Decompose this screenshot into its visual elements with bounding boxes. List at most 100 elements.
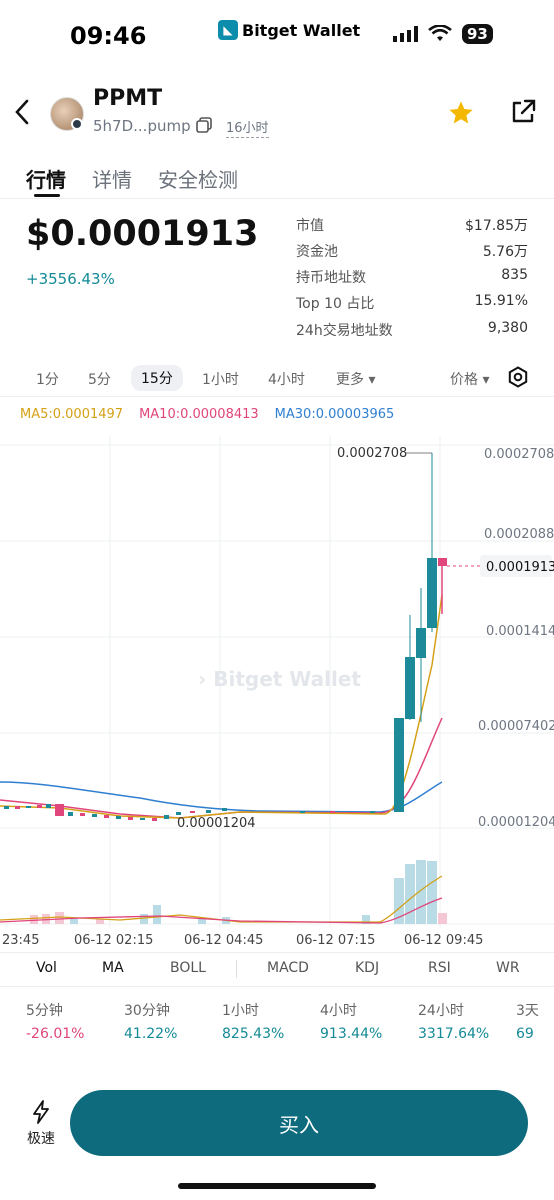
candle [405, 657, 415, 719]
high-label: 0.0002708 [337, 446, 407, 461]
interval-4h[interactable]: 4小时 [268, 372, 305, 388]
price-chart[interactable]: 0.0001913 0.0002708 0.00001204 0.0002708… [0, 436, 554, 952]
star-icon[interactable] [447, 99, 475, 127]
price-change: +3556.43% [26, 270, 115, 288]
interval-5m[interactable]: 5分 [88, 372, 111, 388]
volume-bar [140, 914, 148, 924]
stat-value: $17.85万 [465, 218, 528, 234]
stat-value: 5.76万 [482, 244, 528, 260]
share-icon[interactable] [509, 98, 537, 126]
volume-bar [42, 914, 50, 924]
status-time: 09:46 [70, 22, 147, 50]
volume-bar [416, 860, 426, 924]
interval-15m[interactable]: 15分 [131, 365, 183, 391]
settings-icon[interactable] [507, 366, 529, 388]
perf-value-24h: 3317.64% [418, 1026, 490, 1042]
status-icons: 93 [392, 24, 493, 44]
candle [222, 808, 227, 811]
volume-bar [427, 861, 437, 924]
ma5-line [0, 594, 443, 819]
volume-bar [438, 913, 447, 924]
volume-bars [30, 860, 447, 924]
tab-market[interactable]: 行情 [26, 168, 66, 192]
low-label: 0.00001204 [177, 816, 256, 831]
stat-market-cap: 市值 $17.85万 [296, 215, 528, 235]
volume-ma2-line [0, 897, 443, 924]
token-avatar [50, 97, 84, 131]
volume-bar [394, 878, 404, 924]
candle [26, 806, 31, 808]
y-axis: 0.0002708 0.0002088 0.0001414 0.00007402… [478, 447, 554, 830]
x-axis: 23:45 06-12 02:15 06-12 04:45 06-12 07:1… [2, 933, 483, 948]
tab-details[interactable]: 详情 [92, 168, 132, 192]
candle [330, 811, 335, 813]
candle [300, 811, 305, 813]
indicator-boll[interactable]: BOLL [170, 960, 206, 976]
wifi-icon [428, 25, 452, 41]
current-price: $0.0001913 [26, 214, 259, 254]
stat-24h-traders: 24h交易地址数 9,380 [296, 320, 528, 340]
indicator-kdj[interactable]: KDJ [355, 960, 380, 976]
candle [37, 805, 42, 808]
current-price-tag: 0.0001913 [486, 560, 554, 575]
y-tick: 0.00001204 [478, 815, 554, 830]
stat-label: 资金池 [296, 244, 338, 260]
y-tick: 0.0001414 [486, 624, 554, 639]
stat-holders: 持币地址数 835 [296, 267, 528, 287]
caret-down-icon: ▾ [364, 372, 376, 388]
buy-button[interactable]: 买入 [70, 1090, 528, 1156]
x-tick: 23:45 [2, 933, 39, 948]
copy-icon[interactable] [196, 117, 212, 133]
indicator-macd[interactable]: MACD [267, 960, 309, 976]
tab-security[interactable]: 安全检测 [158, 168, 238, 192]
status-app-name: Bitget Wallet [242, 20, 361, 40]
candle [370, 811, 375, 813]
candle [190, 811, 195, 813]
stat-value: 15.91% [474, 293, 528, 309]
indicator-vol[interactable]: Vol [36, 960, 57, 976]
indicator-rsi[interactable]: RSI [428, 960, 451, 976]
candle-group-early [4, 804, 375, 821]
token-age-badge: 16小时 [226, 117, 269, 138]
stat-label: 持币地址数 [296, 270, 366, 286]
perf-label-5m: 5分钟 [26, 1003, 63, 1019]
x-tick: 06-12 07:15 [296, 933, 375, 948]
price-toggle-label: 价格 [450, 372, 478, 388]
ma5-label: MA5:0.0001497 [20, 407, 124, 422]
stat-label: 24h交易地址数 [296, 323, 393, 339]
price-toggle[interactable]: 价格 ▾ [450, 369, 489, 389]
candle [68, 812, 73, 816]
caret-down-icon: ▾ [478, 372, 490, 388]
candle [438, 558, 447, 566]
y-tick: 0.0002708 [484, 447, 554, 462]
x-tick: 06-12 02:15 [74, 933, 153, 948]
fast-trade-button[interactable]: 极速 [24, 1100, 58, 1148]
perf-label-30m: 30分钟 [124, 1003, 170, 1019]
candle [206, 810, 211, 813]
volume-bar [70, 918, 78, 924]
interval-1m[interactable]: 1分 [36, 372, 59, 388]
stat-label: 市值 [296, 218, 324, 234]
bitget-logo-icon: ◣ [218, 20, 238, 40]
lightning-icon [33, 1100, 49, 1124]
volume-ma-line [0, 875, 443, 923]
current-price-tag-bg [480, 555, 552, 577]
interval-bar: 1分 5分 15分 1小时 4小时 更多 ▾ 价格 ▾ [0, 362, 554, 396]
candle [394, 718, 404, 812]
volume-bar [30, 915, 38, 924]
status-app-title: ◣ Bitget Wallet [218, 20, 360, 40]
perf-label-3d: 3天 [516, 1003, 539, 1019]
indicator-ma[interactable]: MA [102, 960, 124, 976]
indicator-tabs: Vol MA BOLL MACD KDJ RSI WR [0, 960, 554, 980]
candle-group-pump [394, 452, 447, 812]
fast-trade-label: 极速 [27, 1131, 55, 1147]
interval-1h[interactable]: 1小时 [202, 372, 239, 388]
back-icon[interactable] [12, 98, 34, 126]
candle [176, 812, 181, 815]
interval-more[interactable]: 更多 ▾ [336, 369, 375, 389]
indicator-wr[interactable]: WR [496, 960, 520, 976]
chart-watermark: › Bitget Wallet [198, 667, 361, 691]
token-address: 5h7D...pump [93, 117, 191, 135]
volume-bar [362, 915, 370, 924]
stat-value: 835 [501, 267, 528, 283]
